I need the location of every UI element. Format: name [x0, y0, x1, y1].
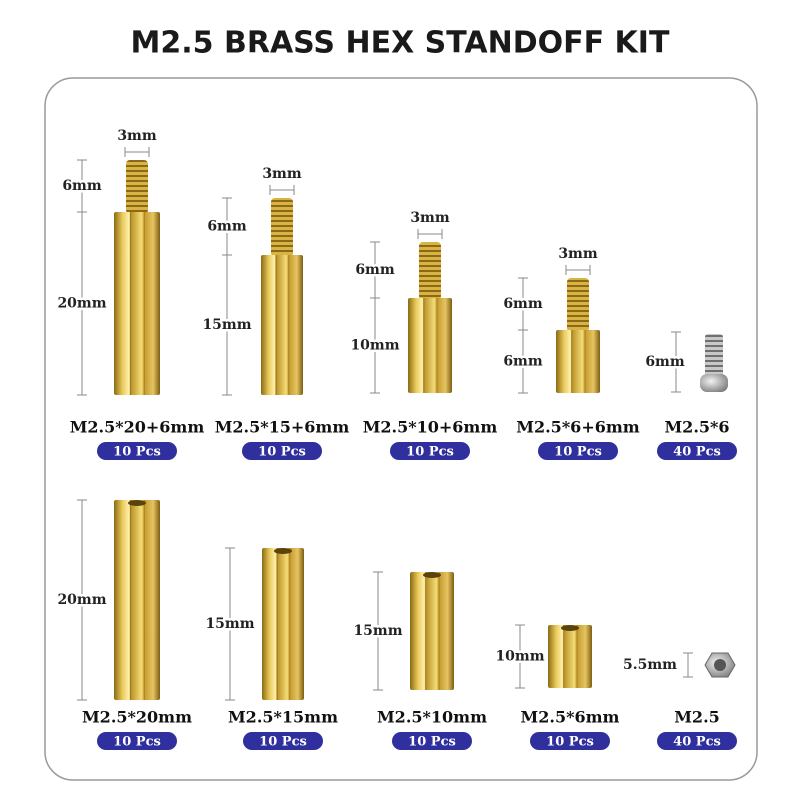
- thread: [271, 198, 293, 257]
- part-name: M2.5*20+6mm: [70, 418, 205, 437]
- thread: [567, 278, 589, 332]
- quantity-text: 40 Pcs: [673, 735, 721, 750]
- nut-hole: [714, 659, 726, 671]
- quantity-text: 10 Pcs: [113, 735, 161, 750]
- part-name: M2.5*6: [664, 418, 729, 437]
- standoff-hole: [423, 572, 441, 578]
- thread-width: 3mm: [117, 128, 157, 144]
- part-name: M2.5*15+6mm: [215, 418, 350, 437]
- body-length: 15mm: [202, 317, 251, 333]
- thread-width: 3mm: [262, 166, 302, 182]
- quantity-badge: [242, 442, 322, 460]
- standoff-length: 15mm: [353, 623, 402, 639]
- page-title: M2.5 BRASS HEX STANDOFF KIT: [131, 26, 670, 61]
- quantity-badge: [97, 442, 177, 460]
- standoff-length: 10mm: [495, 649, 544, 665]
- thread-length: 6mm: [355, 262, 395, 278]
- thread-width: 3mm: [558, 246, 598, 262]
- body-length: 10mm: [350, 338, 399, 354]
- part-name: M2.5: [674, 708, 720, 727]
- standoff-body: [262, 548, 304, 700]
- standoff-hole: [274, 548, 292, 554]
- standoff-hole: [128, 500, 146, 506]
- standoff-length: 15mm: [205, 616, 254, 632]
- quantity-badge: [390, 442, 470, 460]
- quantity-badge: [243, 732, 323, 750]
- quantity-text: 10 Pcs: [406, 445, 454, 460]
- quantity-text: 10 Pcs: [259, 735, 307, 750]
- panel-frame: [44, 77, 758, 781]
- thread: [419, 242, 441, 300]
- quantity-badge: [657, 732, 737, 750]
- standoff-body: [114, 212, 160, 395]
- thread-length: 6mm: [207, 219, 247, 235]
- standoff-body: [548, 625, 592, 688]
- quantity-text: 10 Pcs: [408, 735, 456, 750]
- quantity-text: 10 Pcs: [113, 445, 161, 460]
- standoff-body: [408, 298, 452, 393]
- standoff-body: [261, 255, 303, 395]
- quantity-text: 10 Pcs: [258, 445, 306, 460]
- part-name: M2.5*20mm: [82, 708, 192, 727]
- quantity-badge: [97, 732, 177, 750]
- part-name: M2.5*6mm: [521, 708, 620, 727]
- quantity-text: 10 Pcs: [546, 735, 594, 750]
- quantity-badge: [657, 442, 737, 460]
- standoff-hole: [561, 625, 579, 631]
- thread-length: 6mm: [62, 178, 102, 194]
- part-name: M2.5*10+6mm: [363, 418, 498, 437]
- screw-head: [700, 374, 728, 392]
- thread-width: 3mm: [410, 210, 450, 226]
- standoff-length: 20mm: [57, 592, 106, 608]
- screw-thread: [705, 334, 723, 378]
- quantity-badge: [392, 732, 472, 750]
- part-name: M2.5*10mm: [377, 708, 487, 727]
- thread: [126, 160, 148, 214]
- thread-length: 6mm: [503, 296, 543, 312]
- part-name: M2.5*15mm: [228, 708, 338, 727]
- quantity-badge: [538, 442, 618, 460]
- quantity-text: 40 Pcs: [673, 445, 721, 460]
- standoff-body: [556, 330, 600, 393]
- standoff-body: [114, 500, 160, 700]
- body-length: 20mm: [57, 296, 106, 312]
- quantity-badge: [530, 732, 610, 750]
- quantity-text: 10 Pcs: [554, 445, 602, 460]
- screw-length: 6mm: [645, 354, 685, 370]
- body-length: 6mm: [503, 354, 543, 370]
- standoff-body: [410, 572, 454, 690]
- part-name: M2.5*6+6mm: [516, 418, 640, 437]
- nut-size: 5.5mm: [623, 657, 677, 673]
